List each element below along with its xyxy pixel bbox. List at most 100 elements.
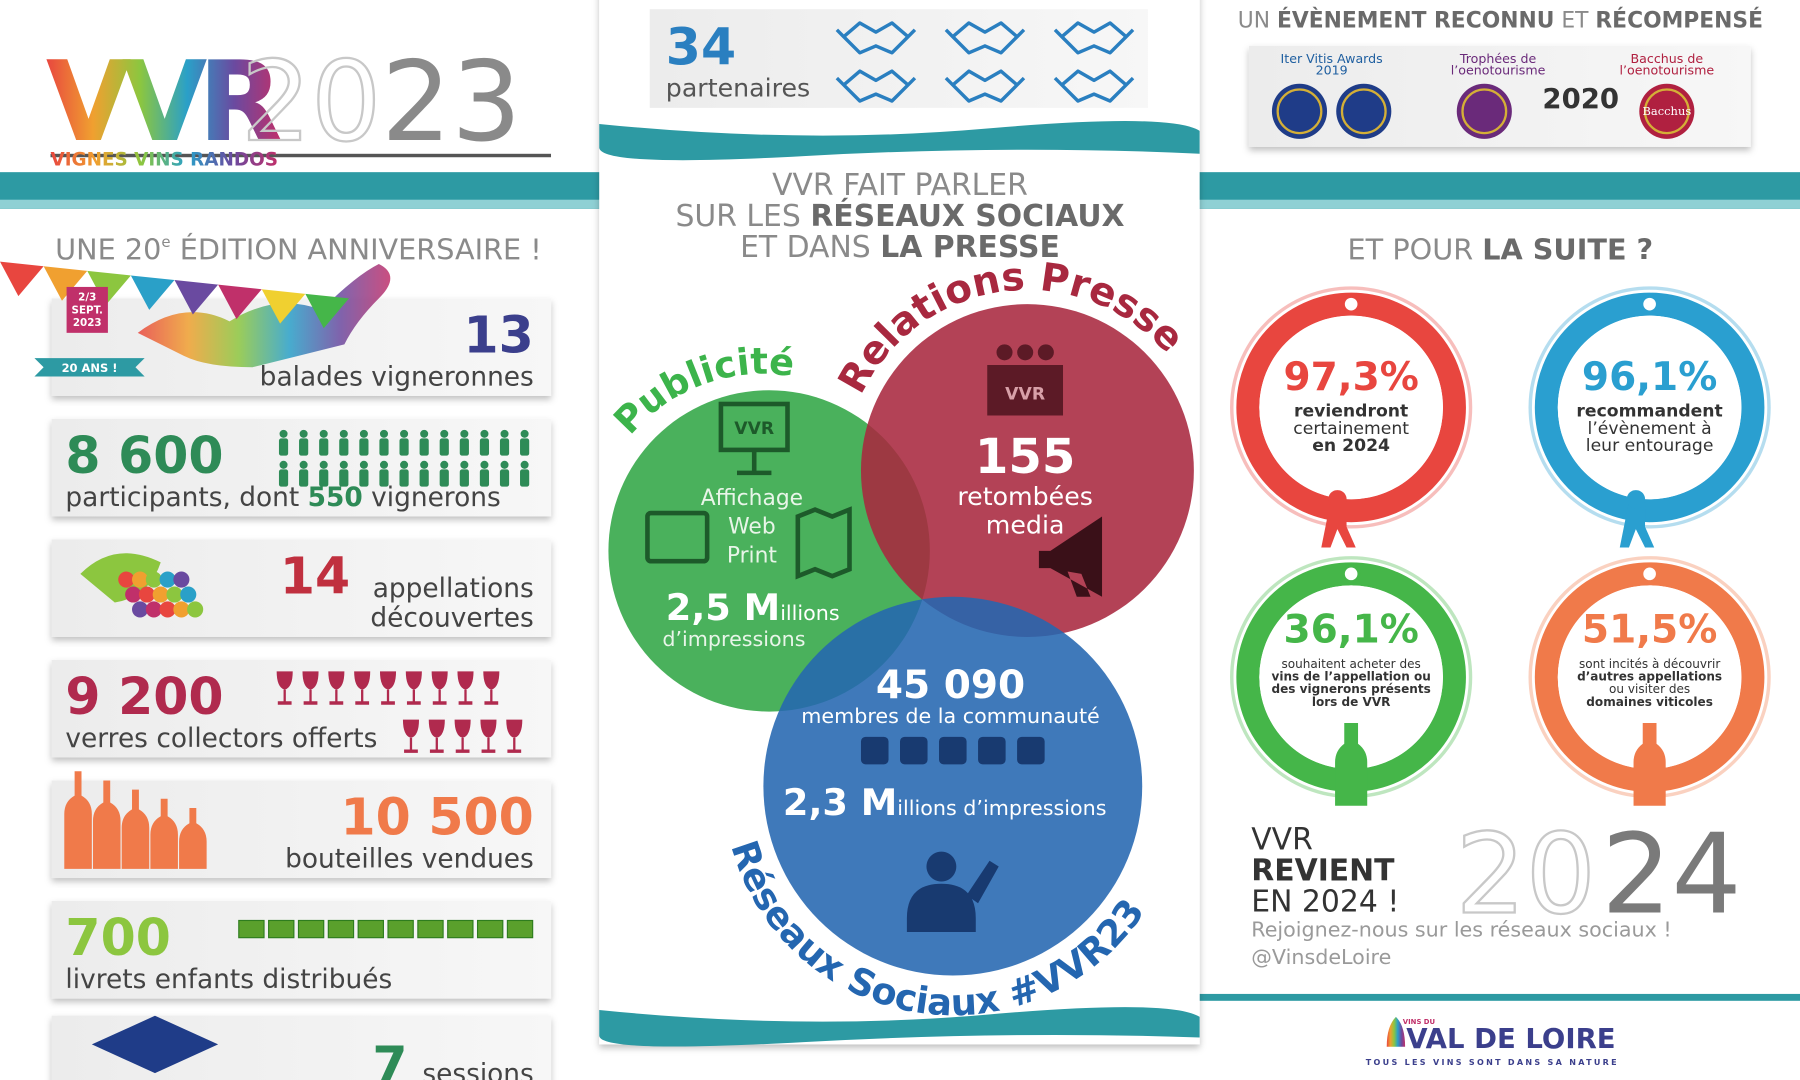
- award-name: 2019: [1316, 63, 1348, 78]
- icon: [460, 429, 469, 438]
- social-icon: [978, 736, 1006, 765]
- comeback-line: REVIENT: [1251, 853, 1395, 888]
- icon: [179, 807, 207, 869]
- comeback-line: EN 2024 !: [1251, 884, 1399, 919]
- ring-line: certainement: [1293, 419, 1409, 439]
- icon: [138, 586, 155, 603]
- ring-knob: [1639, 294, 1660, 314]
- ring-line: en 2024: [1312, 436, 1390, 456]
- icon: [379, 469, 389, 487]
- icon: [319, 438, 329, 456]
- reach-unit: illions: [780, 601, 839, 625]
- social-icon: [900, 736, 928, 765]
- handshake-icon: [944, 69, 1026, 103]
- icon: [379, 438, 389, 456]
- social-number: 45 090: [876, 663, 1025, 708]
- footer-small: VINS DU: [1403, 1018, 1435, 1026]
- ring-line: d’autres appellations: [1577, 670, 1722, 684]
- ring-line: souhaitent acheter des: [1282, 657, 1421, 671]
- pennant: [174, 280, 219, 315]
- handshake-icon: [1053, 69, 1135, 103]
- icon: [132, 571, 149, 588]
- presse-line: media: [986, 511, 1065, 540]
- icon: [499, 438, 510, 456]
- icon: [457, 671, 474, 705]
- icon: [238, 919, 265, 939]
- ring-line: des vignerons présents: [1272, 682, 1431, 696]
- text-segment: RÉCOMPENSÉ: [1595, 8, 1763, 34]
- icon: [180, 586, 197, 603]
- icon: [459, 469, 469, 487]
- social-icon: [939, 736, 967, 765]
- pennant: [261, 289, 306, 324]
- icon: [520, 438, 530, 456]
- venn-social: [763, 596, 1143, 976]
- icon: [439, 469, 449, 487]
- text-line: VVR FAIT PARLER: [772, 168, 1028, 203]
- logo-tagline: VIGNES VINS RANDOS: [51, 149, 278, 170]
- ribbon: [34, 358, 145, 377]
- icon: [520, 460, 529, 469]
- medal: [1639, 83, 1695, 139]
- medal-ring: [1461, 88, 1508, 135]
- fleur-icon: [1386, 1016, 1406, 1047]
- screen-icon: [645, 510, 710, 564]
- reach-number: 2,3 M: [783, 781, 897, 824]
- ring-inner: [1259, 585, 1443, 769]
- award-name: l’oenotourisme: [1451, 63, 1546, 78]
- text-segment: LA PRESSE: [880, 230, 1060, 265]
- icon: [417, 919, 444, 939]
- icon: [279, 429, 288, 438]
- ring-line: domaines viticoles: [1586, 695, 1713, 709]
- ring-outer: [1230, 286, 1473, 529]
- ring-line: sont incités à découvrir: [1579, 657, 1720, 671]
- partners-label: partenaires: [666, 73, 810, 102]
- medal-ring: [1276, 88, 1323, 135]
- icon: [480, 719, 497, 753]
- text-segment: vignerons: [363, 482, 501, 513]
- icon: [459, 438, 469, 456]
- icon: [506, 719, 523, 753]
- superscript: e: [161, 233, 170, 251]
- icon: [460, 460, 469, 469]
- stat-number: 14: [280, 546, 350, 605]
- icon: [339, 438, 349, 456]
- icon: [132, 601, 149, 618]
- icon: [354, 671, 371, 705]
- icon: [297, 919, 325, 939]
- badge-text: 20 ANS !: [62, 361, 118, 375]
- billboard-leg: [736, 449, 772, 476]
- footer-brand: VAL DE LOIRE: [1406, 1023, 1615, 1055]
- reach-label: d’impressions: [662, 627, 805, 651]
- ring-icon: [1321, 490, 1356, 548]
- icon: [339, 429, 348, 438]
- icon: [428, 719, 445, 753]
- icon: [400, 460, 409, 469]
- text-line: livrets enfants distribués: [65, 964, 392, 995]
- text-line: découvertes: [370, 603, 533, 634]
- icon: [319, 429, 328, 438]
- footer-tagline: TOUS LES VINS SONT DANS SA NATURE: [1366, 1058, 1619, 1067]
- icon: [379, 671, 397, 705]
- text-line: bouteilles vendues: [285, 844, 534, 875]
- award-name: Trophées de: [1459, 51, 1537, 66]
- icon: [359, 438, 369, 456]
- comeback-line: VVR: [1251, 822, 1313, 857]
- edition-heading: UNE 20e ÉDITION ANNIVERSAIRE !: [55, 232, 542, 266]
- icon: [420, 429, 429, 438]
- ring-line: ou visiter des: [1609, 682, 1690, 696]
- text-segment: RÉSEAUX SOCIAUX: [810, 198, 1124, 234]
- text-line: sessions: [422, 1058, 533, 1080]
- medal: [1271, 83, 1328, 139]
- icon: [440, 429, 449, 438]
- icon: [480, 429, 489, 438]
- invite: Rejoignez-nous sur les réseaux sociaux !: [1251, 918, 1671, 942]
- icon: [480, 460, 489, 469]
- medal-ring: [1643, 88, 1690, 135]
- text-segment: VVR FAIT PARLER: [772, 168, 1028, 203]
- logo-year-light: 2023: [241, 38, 521, 166]
- icon: [399, 438, 409, 456]
- icon: [520, 469, 530, 487]
